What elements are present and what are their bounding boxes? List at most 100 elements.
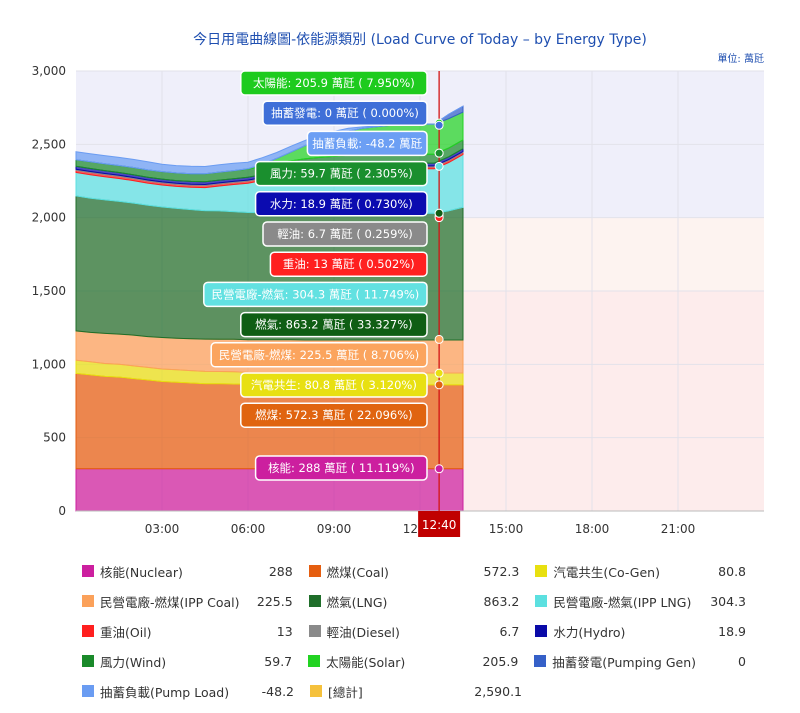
legend-item[interactable]: 抽蓄負載(Pump Load) -48.2 <box>82 682 310 701</box>
chart-title: 今日用電曲線圖-依能源類別 (Load Curve of Today – by … <box>193 32 647 48</box>
legend-swatch <box>310 685 322 697</box>
cursor-marker <box>434 380 444 390</box>
tooltip-label: 風力: 59.7 萬瓩 ( 2.305%) <box>270 167 413 181</box>
legend-swatch <box>82 625 94 637</box>
cursor-time-label: 12:40 <box>422 518 457 532</box>
legend-row: 重油(Oil) 13 輕油(Diesel) 6.7 水力(Hydro) 18.9 <box>82 616 762 646</box>
legend-swatch <box>308 565 321 577</box>
cursor-time-box <box>418 511 461 537</box>
tooltip-label: 燃氣: 863.2 萬瓩 ( 33.327%) <box>255 318 413 332</box>
tooltip-item: 水力: 18.9 萬瓩 ( 0.730%) <box>254 191 428 217</box>
legend-item[interactable]: 核能(Nuclear) 288 <box>82 562 309 581</box>
legend-swatch <box>82 595 94 607</box>
tooltip-label: 民營電廠-燃煤: 225.5 萬瓩 ( 8.706%) <box>219 348 419 362</box>
legend-value: 13 <box>276 623 293 639</box>
x-tick-label: 18:00 <box>575 522 610 536</box>
legend-name: 太陽能(Solar) <box>326 654 406 670</box>
legend-item[interactable]: 燃氣(LNG) 863.2 <box>308 592 536 611</box>
tooltip-label: 太陽能: 205.9 萬瓩 ( 7.950%) <box>253 76 415 90</box>
cursor-marker <box>434 368 444 378</box>
legend-item[interactable]: 抽蓄發電(Pumping Gen) 0 <box>534 652 762 671</box>
x-tick-label: 15:00 <box>489 522 524 536</box>
tooltip-label: 核能: 288 萬瓩 ( 11.119%) <box>268 461 415 475</box>
legend-value: 205.9 <box>482 653 519 669</box>
cursor-marker <box>434 120 444 130</box>
legend-item[interactable]: 太陽能(Solar) 205.9 <box>308 652 534 671</box>
legend-item[interactable]: 水力(Hydro) 18.9 <box>535 622 762 641</box>
x-tick-label: 21:00 <box>661 522 696 536</box>
tooltip-item: 太陽能: 205.9 萬瓩 ( 7.950%) <box>240 70 428 96</box>
tooltip-item: 風力: 59.7 萬瓩 ( 2.305%) <box>254 160 428 187</box>
legend-name: 水力(Hydro) <box>553 624 626 640</box>
y-tick-label: 500 <box>43 431 66 445</box>
tooltip-box <box>254 160 428 187</box>
legend-item[interactable]: 風力(Wind) 59.7 <box>82 652 308 671</box>
cursor-marker <box>434 148 444 158</box>
cursor-marker <box>434 208 444 218</box>
tooltip-stack: 太陽能: 205.9 萬瓩 ( 7.950%) 抽蓄發電: 0 萬瓩 ( 0.00… <box>203 70 444 481</box>
legend-name: 風力(Wind) <box>100 654 167 670</box>
legend-row: 核能(Nuclear) 288 燃煤(Coal) 572.3 汽電共生(Co-Gen) 8… <box>82 556 762 586</box>
legend-value: 225.5 <box>256 593 293 609</box>
tooltip-box <box>203 281 428 308</box>
tooltip-box <box>240 311 428 338</box>
tooltip-box <box>254 191 428 217</box>
tooltip-box <box>240 372 428 398</box>
y-tick-label: 0 <box>58 504 66 518</box>
legend-swatch <box>82 655 94 667</box>
tooltip-item: 民營電廠-燃氣: 304.3 萬瓩 ( 11.749%) <box>203 281 428 308</box>
legend-name: 抽蓄發電(Pumping Gen) <box>552 654 696 670</box>
legend-item[interactable]: 重油(Oil) 13 <box>82 622 309 641</box>
legend-value: 0 <box>738 653 746 669</box>
load-curve-chart: 今日用電曲線圖-依能源類別 (Load Curve of Today – by … <box>32 32 764 537</box>
tooltip-box <box>262 221 428 247</box>
legend-swatch <box>308 595 321 607</box>
legend-name: 抽蓄負載(Pump Load) <box>100 684 230 700</box>
x-tick-label: 03:00 <box>145 522 180 536</box>
legend-value: 304.3 <box>710 593 747 609</box>
legend-swatch <box>82 685 94 697</box>
y-tick-label: 1,000 <box>32 357 66 371</box>
legend-value: 59.7 <box>264 653 293 669</box>
legend-swatch <box>535 595 548 607</box>
tooltip-item: 抽蓄發電: 0 萬瓩 ( 0.000%) <box>262 100 428 126</box>
y-tick-label: 1,500 <box>32 284 66 298</box>
y-tick-label: 2,000 <box>32 211 66 225</box>
cursor-marker <box>434 334 444 344</box>
legend-swatch <box>308 625 321 637</box>
legend-row: 民營電廠-燃煤(IPP Coal) 225.5 燃氣(LNG) 863.2 民營電廠-燃… <box>82 586 762 616</box>
time-cursor[interactable]: 12:40 <box>418 71 461 537</box>
tooltip-label: 民營電廠-燃氣: 304.3 萬瓩 ( 11.749%) <box>212 287 420 301</box>
legend-item[interactable]: [總計] 2,590.1 <box>310 682 538 701</box>
tooltip-box <box>240 70 428 96</box>
x-tick-label: 09:00 <box>317 522 352 536</box>
tooltip-box <box>210 342 428 368</box>
legend-item[interactable]: 輕油(Diesel) 6.7 <box>308 622 536 641</box>
legend-item[interactable]: 燃煤(Coal) 572.3 <box>308 562 536 581</box>
tooltip-label: 重油: 13 萬瓩 ( 0.502%) <box>283 257 415 271</box>
tooltip-item: 抽蓄負載: -48.2 萬瓩 <box>306 130 428 157</box>
tooltip-box <box>262 100 428 126</box>
area-series <box>75 105 464 175</box>
tooltip-item: 汽電共生: 80.8 萬瓩 ( 3.120%) <box>240 372 428 398</box>
legend-value: 572.3 <box>483 563 520 579</box>
legend-row: 抽蓄負載(Pump Load) -48.2 [總計] 2,590.1 <box>82 676 762 706</box>
legend-item[interactable]: 汽電共生(Co-Gen) 80.8 <box>535 562 762 581</box>
tooltip-label: 抽蓄負載: -48.2 萬瓩 <box>312 136 422 150</box>
tooltip-box <box>240 402 428 428</box>
y-axis: 0 500 1,000 1,500 2,000 2,500 3,000 <box>32 64 66 518</box>
legend-name: 輕油(Diesel) <box>326 624 400 640</box>
legend-swatch <box>82 565 94 577</box>
tooltip-item: 民營電廠-燃煤: 225.5 萬瓩 ( 8.706%) <box>210 342 428 368</box>
tooltip-label: 燃煤: 572.3 萬瓩 ( 22.096%) <box>255 408 413 422</box>
legend-item[interactable]: 民營電廠-燃氣(IPP LNG) 304.3 <box>535 592 762 611</box>
legend-value: 288 <box>268 563 293 579</box>
legend-value: 2,590.1 <box>474 683 522 699</box>
legend-value: 6.7 <box>499 623 520 639</box>
cursor-marker <box>434 464 444 474</box>
tooltip-item: 輕油: 6.7 萬瓩 ( 0.259%) <box>262 221 428 247</box>
legend-swatch <box>534 655 547 667</box>
tooltip-box <box>269 251 428 277</box>
unit-label: 單位: 萬瓩 <box>717 52 764 65</box>
legend-item[interactable]: 民營電廠-燃煤(IPP Coal) 225.5 <box>82 592 309 611</box>
